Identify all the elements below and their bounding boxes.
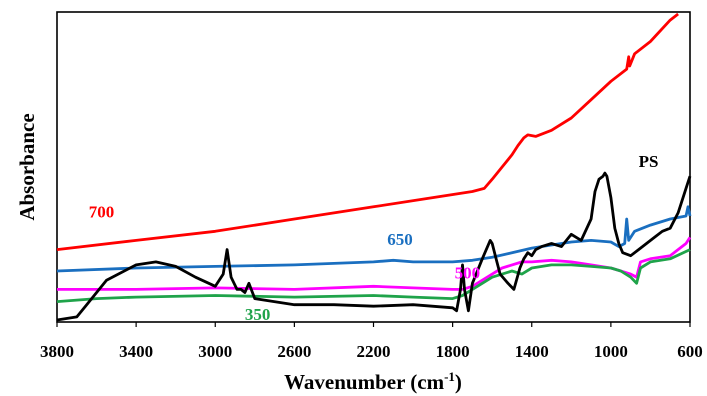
x-axis-label-sup: -1 xyxy=(444,369,455,384)
plot-area-frame xyxy=(56,11,691,323)
x-tick-label: 600 xyxy=(677,342,703,361)
series-line-650 xyxy=(56,205,692,273)
series-line-350 xyxy=(56,248,691,303)
x-tick-label: 1800 xyxy=(436,342,470,361)
x-tick-label: 1400 xyxy=(515,342,549,361)
series-annotation-700: 700 xyxy=(89,203,115,222)
series-annotation-ps: PS xyxy=(639,152,659,171)
x-tick-label: 3800 xyxy=(40,342,74,361)
series-line-ps xyxy=(56,171,692,322)
x-tick-label: 3400 xyxy=(119,342,153,361)
series-annotation-350: 350 xyxy=(245,305,271,324)
x-axis-label: Wavenumber (cm-1) xyxy=(284,369,462,394)
y-axis-label: Absorbance xyxy=(15,113,39,220)
annotation-layer: 700 650 500 350 PS xyxy=(89,152,659,324)
x-axis-ticks: 3800 3400 3000 2600 2200 1800 1400 1000 600 xyxy=(40,322,703,361)
series-layer xyxy=(56,12,692,322)
series-annotation-650: 650 xyxy=(387,230,413,249)
x-tick-label: 2200 xyxy=(357,342,391,361)
series-line-500 xyxy=(57,236,692,291)
x-tick-label: 1000 xyxy=(594,342,628,361)
x-axis-label-main: Wavenumber (cm xyxy=(284,370,445,394)
x-axis-label-tail: ) xyxy=(455,370,462,394)
series-line-700 xyxy=(56,12,679,251)
x-tick-label: 3000 xyxy=(198,342,232,361)
series-annotation-500: 500 xyxy=(455,264,481,283)
x-tick-label: 2600 xyxy=(277,342,311,361)
